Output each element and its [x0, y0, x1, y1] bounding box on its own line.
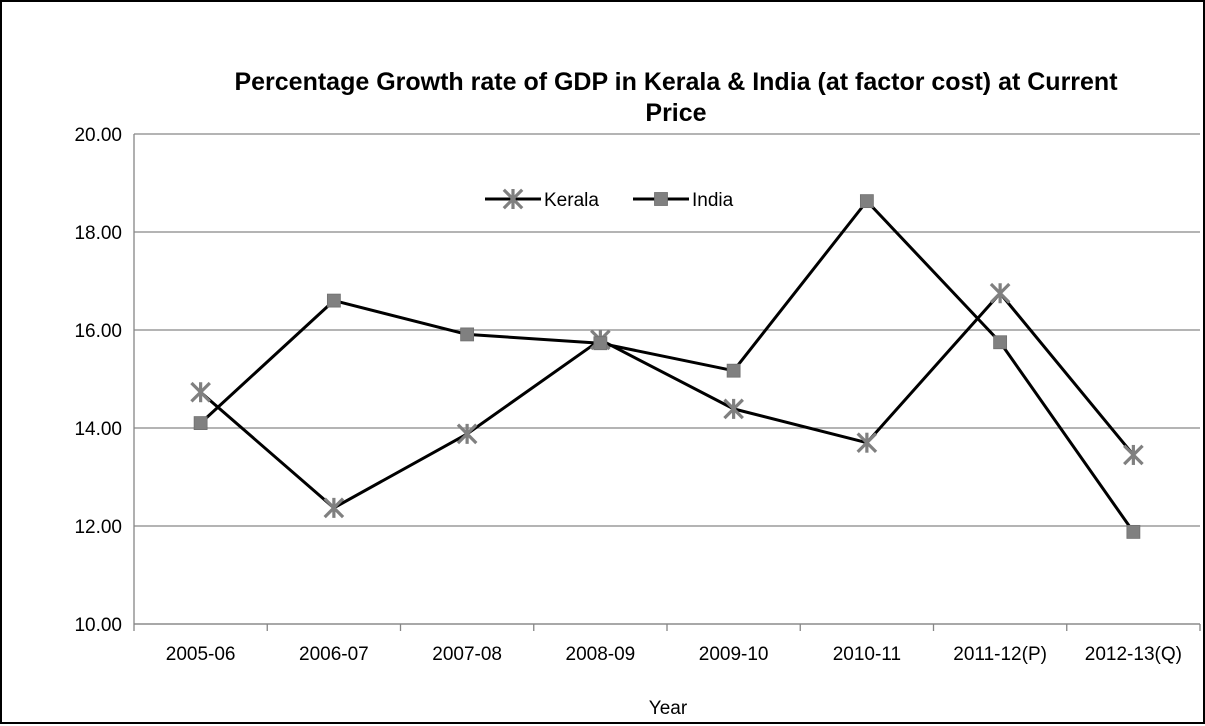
series-line-kerala: [199, 291, 1135, 510]
data-point-india-2009-10: [726, 363, 741, 378]
data-point-india-2012-13-q: [1126, 524, 1141, 539]
series-layer: [190, 194, 1144, 539]
data-point-kerala-2011-12-p: [989, 282, 1011, 304]
x-tick-label-2010-11: 2010-11: [833, 644, 901, 665]
y-tick-label: 16.00: [74, 321, 122, 342]
data-point-india-2011-12-p: [993, 335, 1008, 350]
legend-item-kerala: Kerala: [485, 188, 599, 211]
x-axis-title: Year: [649, 698, 688, 719]
x-tick-label-2008-09: 2008-09: [566, 644, 636, 665]
legend-item-india: India: [633, 190, 734, 211]
legend-marker-india: [654, 192, 668, 206]
y-tick-label: 10.00: [74, 615, 122, 636]
data-point-kerala-2006-07: [323, 497, 345, 519]
data-point-india-2007-08: [460, 327, 475, 342]
x-tick-label-2009-10: 2009-10: [699, 644, 769, 665]
data-point-kerala-2005-06: [190, 381, 211, 403]
chart-title-line-2: Price: [645, 99, 706, 127]
y-tick-label: 18.00: [74, 223, 122, 244]
x-tick-label-2006-07: 2006-07: [299, 644, 369, 665]
data-point-kerala-2007-08: [456, 423, 478, 445]
series-line-india: [199, 199, 1135, 533]
x-tick-label-2012-13-q: 2012-13(Q): [1085, 644, 1182, 665]
x-tick-label-2007-08: 2007-08: [432, 644, 502, 665]
legend-marker-kerala: [502, 188, 524, 210]
y-tick-label: 20.00: [74, 125, 122, 146]
chart-title: Percentage Growth rate of GDP in Kerala …: [234, 68, 1118, 127]
x-tick-label-2011-12-p: 2011-12(P): [953, 644, 1047, 665]
legend: Kerala India: [485, 188, 734, 211]
y-tick-label: 12.00: [74, 517, 122, 538]
data-point-kerala-2012-13-q: [1123, 444, 1144, 466]
chart-title-line-1: Percentage Growth rate of GDP in Kerala …: [234, 68, 1118, 96]
data-point-india-2008-09: [593, 336, 608, 351]
legend-label-kerala: Kerala: [544, 190, 599, 211]
gridlines: 10.00 12.00 14.00 16.00 18.00 20.00: [74, 125, 1200, 636]
data-point-kerala-2010-11: [856, 432, 878, 454]
legend-label-india: India: [692, 190, 734, 211]
y-tick-label: 14.00: [74, 419, 122, 440]
data-point-kerala-2009-10: [723, 398, 744, 420]
axes: 2005-06 2006-07 2007-08 2008-09 2009-10 2010-…: [133, 134, 1201, 665]
data-point-india-2005-06: [193, 416, 208, 431]
data-point-india-2006-07: [326, 293, 341, 308]
x-tick-label-2005-06: 2005-06: [166, 644, 236, 665]
data-point-india-2010-11: [859, 194, 874, 209]
